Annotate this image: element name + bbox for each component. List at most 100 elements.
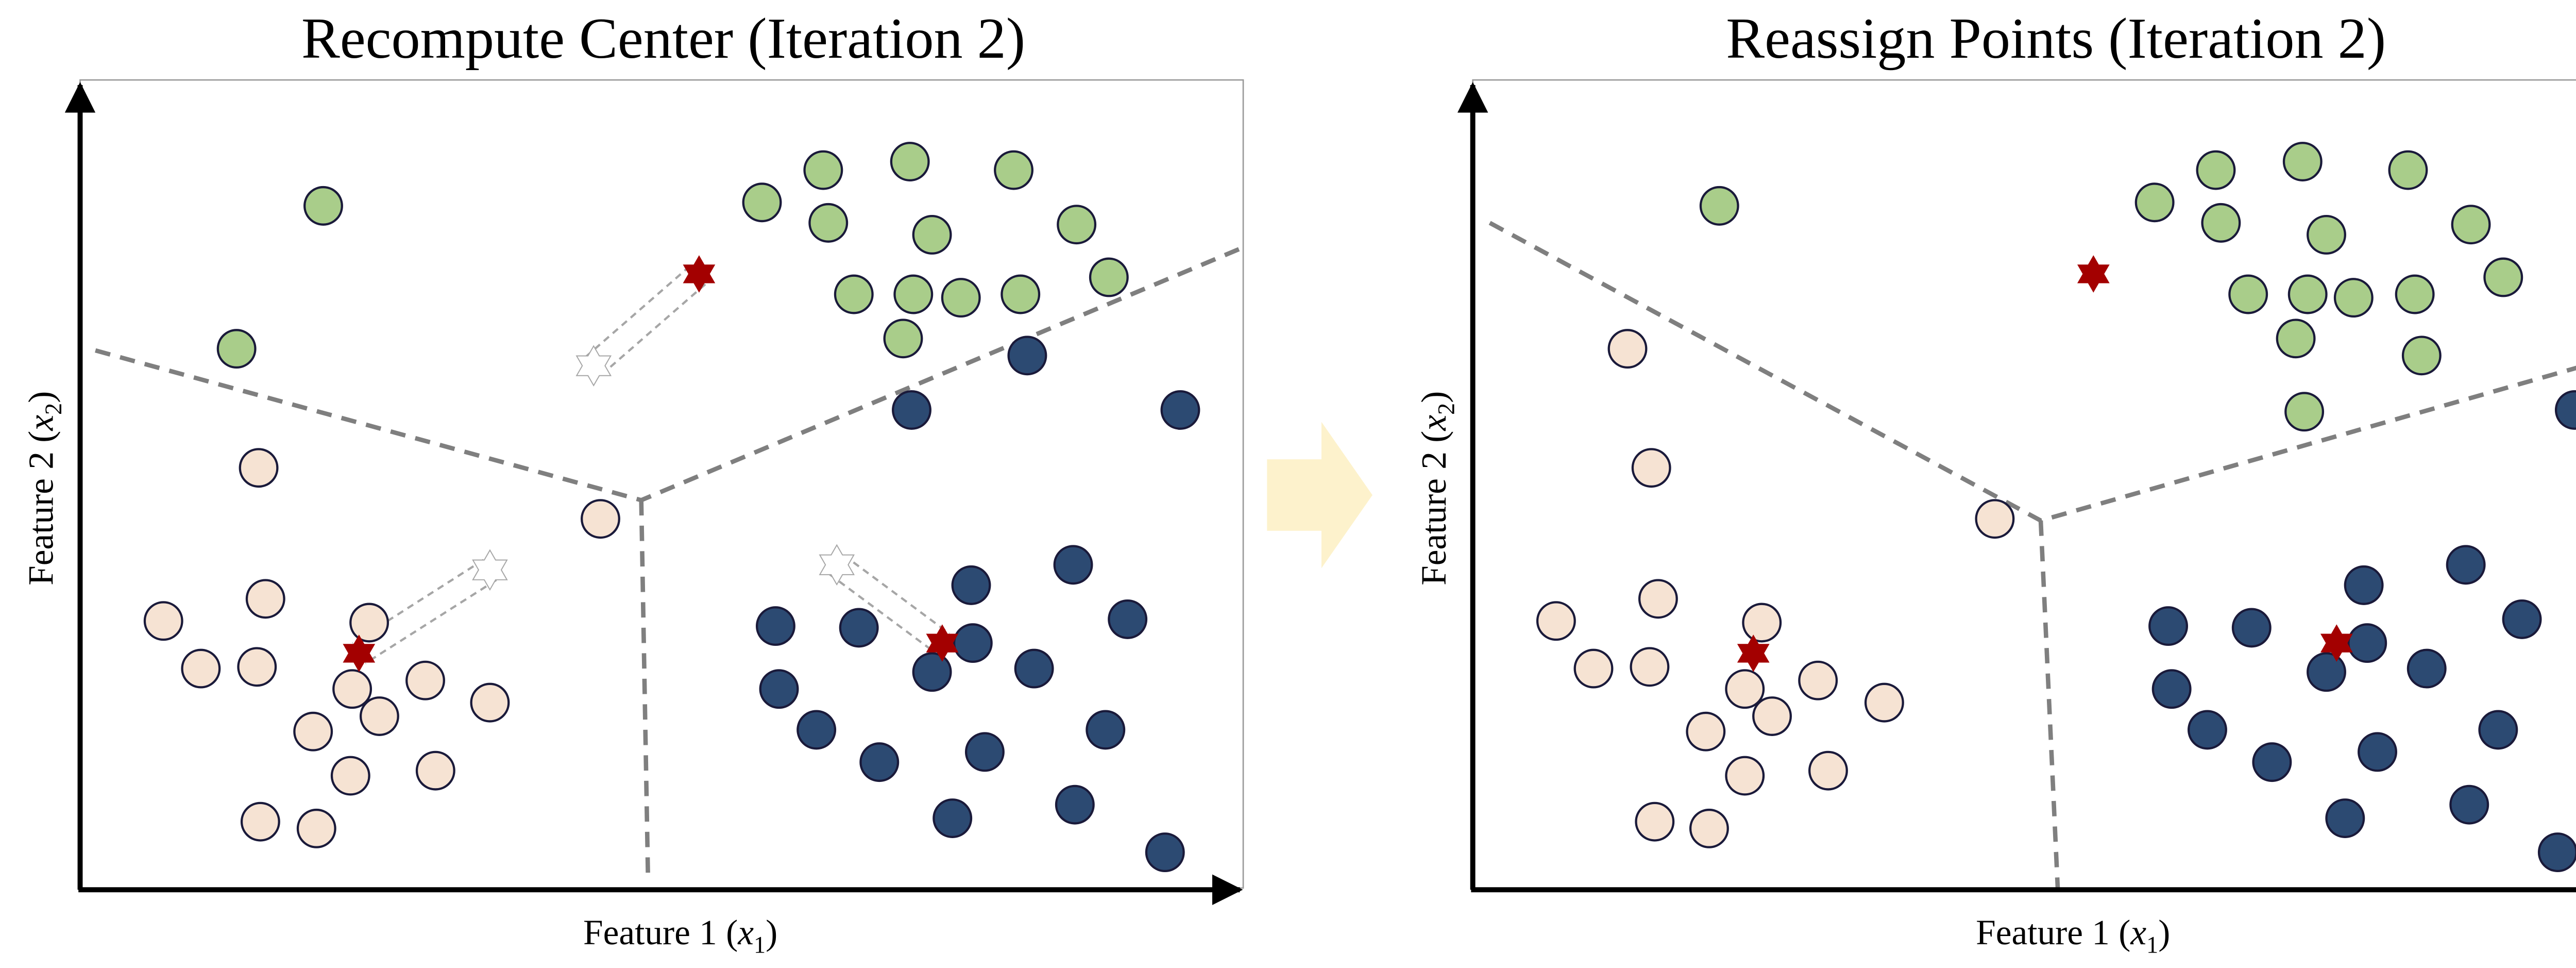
green-cluster-point [883,319,923,359]
blue-cluster-point [1007,336,1047,376]
blue-cluster-point [2151,669,2192,709]
y-axis-label: Feature 2 (x2) [21,391,67,586]
pink-cluster-point [181,648,221,689]
green-cluster-point [2388,150,2428,190]
pink-cluster-point [1638,579,1678,619]
pink-cluster-point [245,579,285,619]
panel-reassign: Reassign Points (Iteration 2) Feature 1 … [1414,7,2576,958]
blue-cluster-point [2307,652,2346,692]
green-cluster-point [912,215,952,255]
blue-cluster-point [2188,710,2227,750]
previous-centroid-star-icon [819,544,855,586]
pink-cluster-point [1607,329,1648,369]
green-cluster-point [2282,142,2323,182]
green-cluster-point [2276,319,2316,359]
blue-cluster-point [953,623,993,663]
green-cluster-point [803,150,843,190]
pink-cluster-point [1808,750,1848,791]
centroid-star-icon [1737,635,1770,672]
blue-cluster-point [1108,599,1148,639]
green-cluster-point [1699,186,1739,226]
green-cluster-point [941,278,981,318]
panel-title: Recompute Center (Iteration 2) [301,7,1025,71]
blue-cluster-point [1055,785,1095,825]
green-cluster-point [808,203,849,243]
green-cluster-point [2196,150,2236,190]
blue-cluster-point [2347,623,2387,663]
centroid-shift-path [843,554,950,635]
panel-recompute: Recompute Center (Iteration 2) Feature 1… [21,7,1246,958]
centroid-layer [1737,255,2353,672]
green-cluster-point [2134,182,2175,223]
plot-frame [1472,79,2576,889]
pink-cluster-point [143,601,183,641]
centroid-layer [343,255,959,672]
blue-cluster-point [912,652,952,692]
green-cluster-point [893,274,934,314]
pink-cluster-point [405,660,445,700]
blue-cluster-point [839,608,879,648]
pink-cluster-point [1573,648,1614,689]
blue-cluster-point [1145,832,1185,873]
blue-cluster-point [951,565,991,605]
blue-cluster-point [892,390,931,430]
pink-cluster-point [1725,756,1765,796]
pink-cluster-point [293,711,333,752]
green-cluster-point [303,186,343,226]
y-axis-label: Feature 2 (x2) [1414,391,1460,586]
previous-centroid-star-icon [575,345,612,387]
x-axis-label: Feature 1 (x1) [583,912,777,958]
ghost-layer [472,345,855,591]
ghost-path-layer [352,264,950,664]
boundary-layer [1488,221,2576,889]
right-arrow-icon [1267,422,1372,569]
pink-cluster-point [237,647,277,687]
blue-cluster-point [859,742,900,782]
centroid-star-icon [2320,624,2353,662]
blue-cluster-point [1053,545,1093,585]
pink-cluster-point [359,696,399,736]
centroid-star-icon [683,255,716,293]
point-layer [143,142,1200,873]
blue-cluster-point [2252,742,2292,782]
blue-cluster-point [2406,648,2447,689]
previous-centroid-star-icon [472,549,508,591]
green-cluster-point [1057,205,1097,245]
blue-cluster-point [1086,710,1126,750]
green-cluster-point [1089,257,1129,297]
blue-cluster-point [2344,565,2384,605]
green-cluster-point [2307,215,2346,255]
green-cluster-point [2395,274,2435,314]
pink-cluster-point [239,448,279,488]
pink-cluster-point [1630,647,1670,687]
blue-cluster-point [2554,390,2576,430]
x-axis-label: Feature 1 (x1) [1976,912,2170,958]
pink-cluster-point [581,499,620,539]
pink-cluster-point [1631,448,1671,488]
green-cluster-point [742,182,782,223]
green-cluster-point [2333,278,2374,318]
centroid-shift-path [829,573,936,654]
blue-cluster-point [759,669,799,709]
blue-cluster-point [964,732,1005,772]
pink-cluster-point [296,808,336,848]
centroid-shift-path [352,559,484,644]
blue-cluster-point [2148,606,2189,646]
blue-cluster-point [755,606,795,646]
pink-cluster-point [1975,499,2015,539]
pink-cluster-point [349,603,389,643]
green-cluster-point [2451,205,2491,245]
pink-cluster-point [330,756,370,796]
centroid-shift-path [365,579,497,664]
pink-cluster-point [1752,696,1792,736]
green-cluster-point [2284,392,2325,432]
centroid-star-icon [926,624,959,662]
green-cluster-point [2228,274,2268,314]
green-cluster-point [2401,336,2442,376]
voronoi-boundary-line [639,500,651,881]
boundary-layer [95,244,1246,881]
blue-cluster-point [2537,832,2576,873]
blue-cluster-point [2231,608,2272,648]
point-layer [1536,142,2576,873]
